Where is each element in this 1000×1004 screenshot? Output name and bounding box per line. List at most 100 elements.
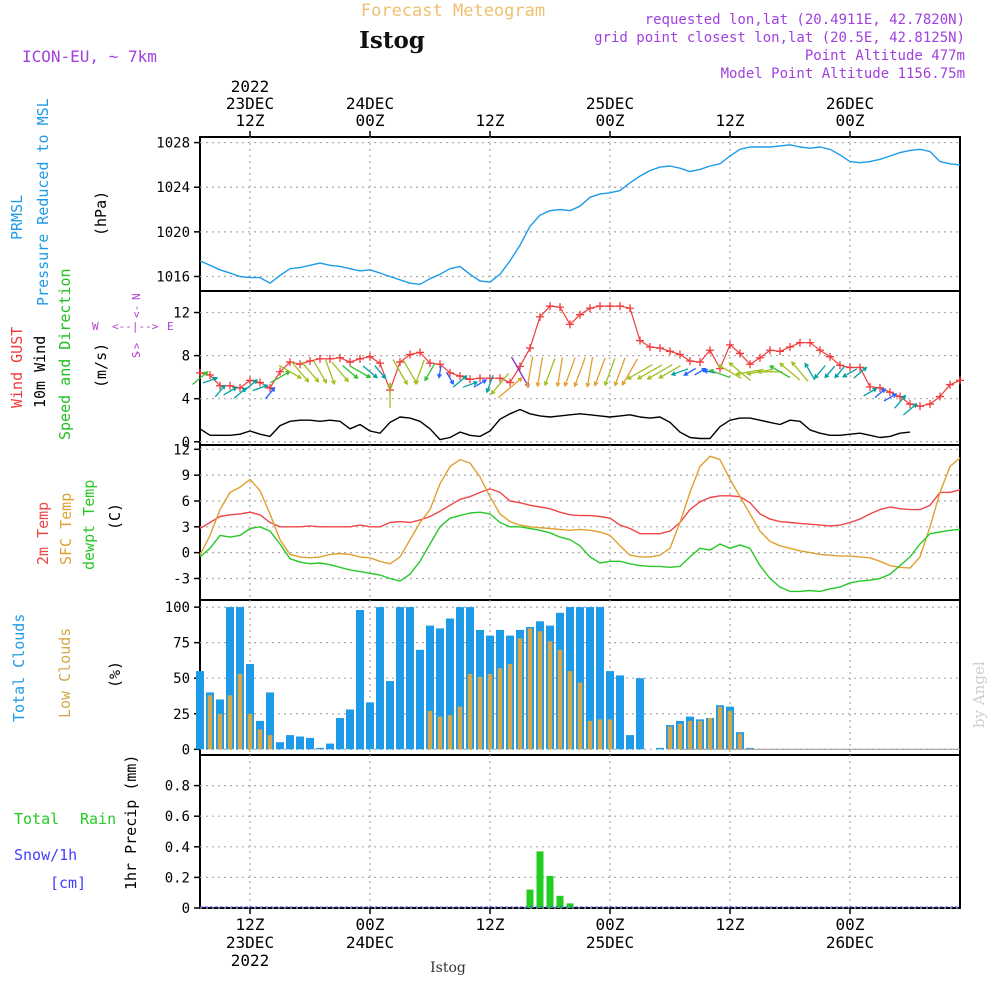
wind-arrow [362, 365, 378, 379]
compass-we-arrows: <--|--> [112, 320, 159, 333]
rain-bar [536, 851, 544, 908]
y-tick-label: 50 [173, 671, 190, 687]
wind-arrow [728, 362, 752, 382]
gust-line-point [686, 357, 694, 365]
low-cloud-bar [427, 710, 433, 750]
prmsl-label: PRMSL [8, 195, 26, 240]
gust-line-point [276, 367, 284, 376]
bottom-time-label: 26DEC [826, 933, 874, 952]
wind-arrow [626, 364, 653, 380]
total-cloud-bar [576, 607, 584, 750]
total-cloud-bar [316, 747, 324, 750]
low-cloud-bar [677, 723, 683, 750]
gust-line-point [336, 353, 344, 362]
low-cloud-bar [487, 673, 493, 750]
low-cloud-bar [707, 718, 713, 750]
total-cloud-bar [436, 628, 444, 750]
precip-axis-label: 1hr Precip (mm) [122, 755, 140, 890]
total-cloud-bar [586, 607, 594, 750]
precip-panel-frame [199, 754, 961, 909]
gust-line-point [226, 381, 234, 390]
wind-arrow [424, 362, 436, 382]
low-cloud-bar [577, 682, 583, 750]
pressure-unit-label: (hPa) [92, 191, 110, 236]
y-tick-label: 25 [173, 707, 190, 723]
wind-arrow [349, 365, 372, 379]
pressure-panel-frame [199, 136, 961, 292]
gust-line-point [526, 344, 534, 353]
low-cloud-bar [217, 713, 223, 750]
total-cloud-bar [366, 702, 374, 750]
top-time-label: 2022 [231, 77, 270, 96]
wind-arrow [804, 362, 816, 381]
wind-arrow [670, 368, 689, 376]
top-time-label: 25DEC [586, 94, 634, 113]
top-time-label: 12Z [236, 111, 265, 130]
y-tick-label: 75 [173, 636, 190, 652]
grid-layer [194, 137, 960, 909]
wind-arrow [392, 359, 408, 386]
gust-line-point [406, 350, 414, 359]
low-cloud-bar [727, 710, 733, 750]
total-cloud-bar [266, 692, 274, 750]
gust-line-point [676, 350, 684, 359]
total-cloud-bar [356, 610, 364, 750]
wind-arrow [863, 387, 878, 397]
gust-line-point [766, 346, 774, 355]
watermark: by Angel [970, 661, 988, 728]
bottom-time-label: 00Z [596, 915, 625, 934]
wind-dir-label: Speed and Direction [56, 268, 74, 440]
rain-bar [546, 875, 554, 908]
total-cloud-bar [286, 735, 294, 750]
gust-line-point [606, 302, 614, 311]
gust-line-point [886, 388, 894, 397]
wind-arrow [585, 356, 594, 388]
gust-line-point [206, 371, 214, 379]
gust-line-point [626, 304, 634, 313]
total-cloud-bar [386, 681, 394, 750]
wind-arrow [387, 381, 393, 408]
supertitle: Forecast Meteogram [361, 1, 545, 21]
low-cloud-bar [557, 649, 563, 750]
temperature-panel-frame [199, 444, 961, 601]
bottom-time-label: 12Z [716, 915, 745, 934]
gust-line-point [806, 338, 814, 347]
y-tick-label: 12 [173, 442, 190, 458]
model-altitude: Model Point Altitude 1156.75m [721, 66, 965, 82]
gust-line-point [426, 359, 434, 368]
gust-line-point [576, 310, 584, 319]
wind-arrow [497, 377, 523, 399]
wind-unit-label: (m/s) [92, 343, 110, 388]
total-cloud-bar [326, 743, 334, 750]
total-cloud-label: Total Clouds [10, 614, 28, 722]
bottom-time-label: 00Z [836, 915, 865, 934]
compass-e: E [167, 320, 174, 333]
wind-arrow [555, 357, 564, 388]
gust-line-point [736, 349, 744, 358]
total-cloud-bar [446, 618, 454, 750]
low-cloud-bar [597, 719, 603, 750]
gust-line-point [436, 360, 444, 369]
gust-line-point [746, 360, 754, 369]
low-cloud-bar [457, 706, 463, 750]
y-tick-label: 1020 [156, 225, 190, 241]
wind-arrow [265, 386, 276, 400]
y-tick-label: 0 [182, 435, 190, 451]
gust-line-point [556, 303, 564, 312]
wind-arrow [613, 357, 626, 387]
wind-arrow [756, 369, 783, 375]
low-cloud-bar [497, 668, 503, 750]
wind-arrow [414, 359, 425, 385]
wind-arrow [683, 367, 697, 376]
dewpt-label: dewpt Temp [80, 480, 98, 570]
total-cloud-bar [246, 664, 254, 750]
low-cloud-bar [227, 695, 233, 750]
wind-arrow [301, 361, 320, 383]
wind-arrow [894, 394, 907, 409]
total-cloud-bar [406, 607, 414, 750]
low-cloud-bar [467, 673, 473, 750]
total-cloud-bar [296, 736, 304, 750]
